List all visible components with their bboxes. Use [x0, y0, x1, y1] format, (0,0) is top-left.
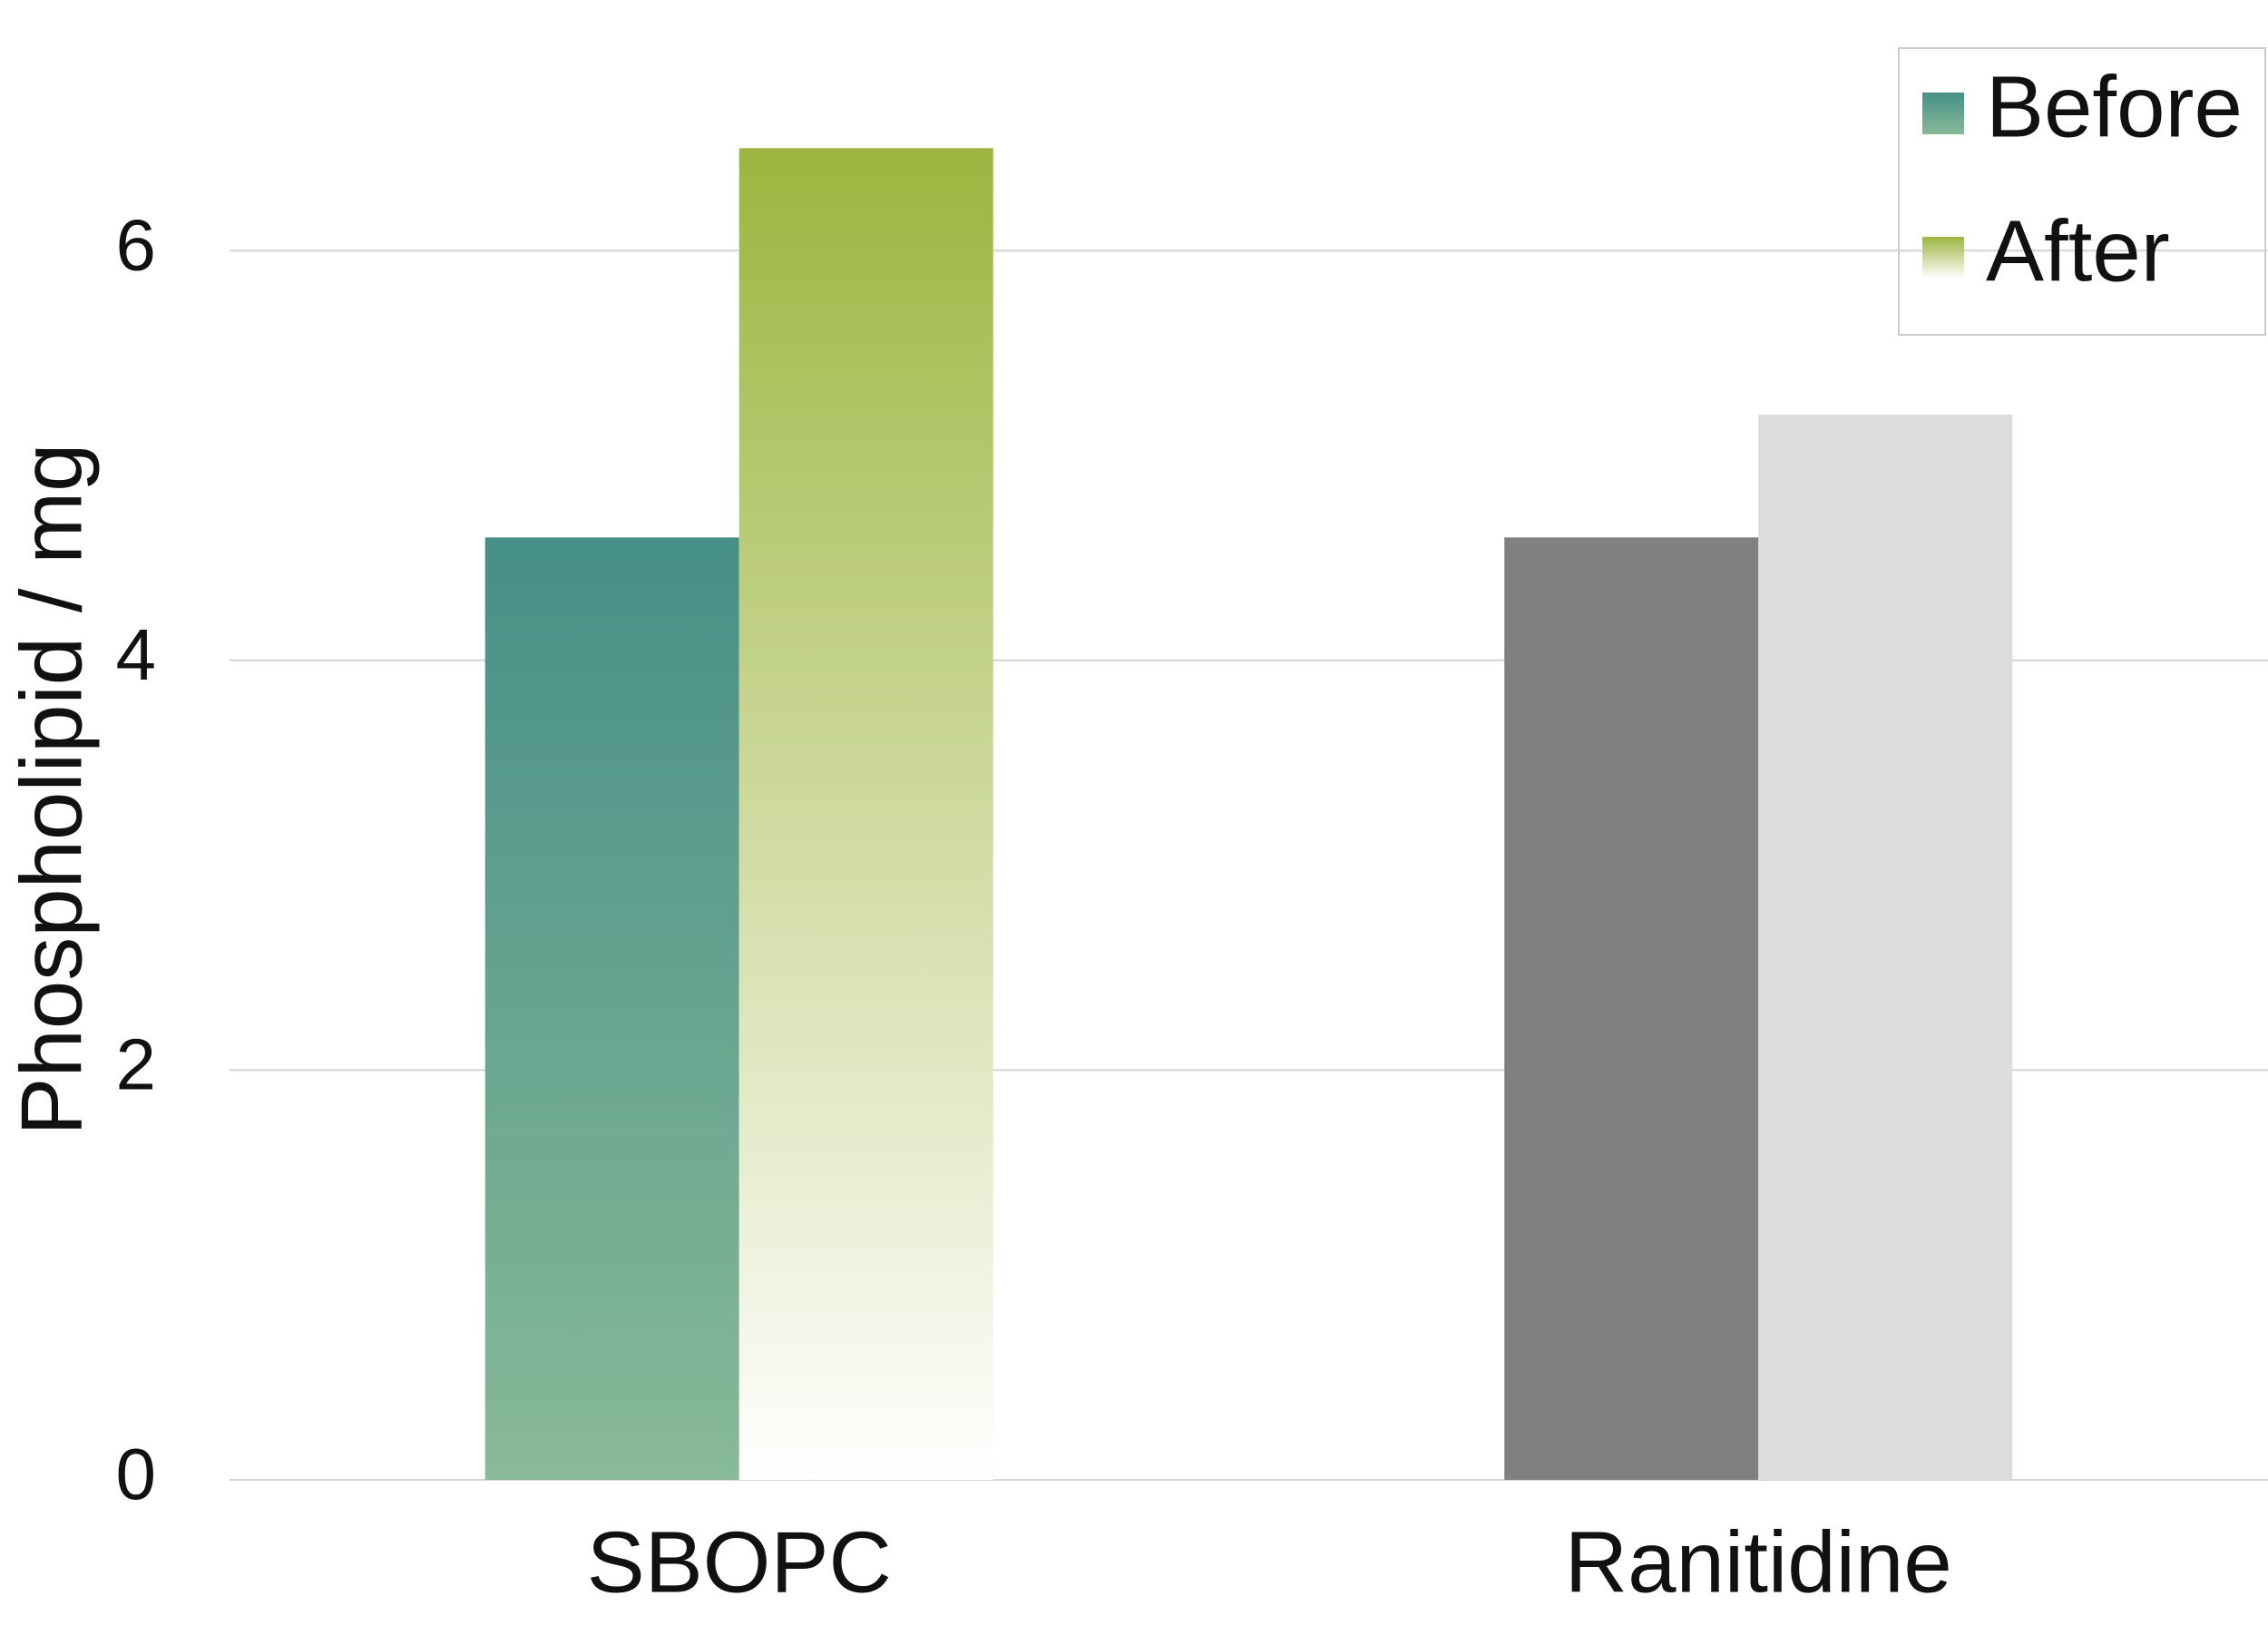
- legend-swatch: [1922, 93, 1964, 134]
- y-tick-label: 2: [116, 1024, 157, 1105]
- x-tick-label: SBOPC: [587, 1513, 892, 1611]
- y-tick-label: 0: [116, 1434, 157, 1514]
- y-tick-label: 6: [116, 204, 157, 285]
- legend-label: After: [1986, 202, 2170, 299]
- legend-swatch: [1922, 237, 1964, 279]
- y-tick-label: 4: [116, 614, 157, 695]
- bar: [1504, 537, 1759, 1480]
- y-axis-title: Phospholipid / mg: [3, 443, 100, 1135]
- bar: [738, 148, 993, 1480]
- x-tick-label: Ranitidine: [1565, 1513, 1952, 1611]
- legend-label: Before: [1986, 58, 2243, 155]
- bar: [1758, 414, 2013, 1481]
- bar: [484, 537, 739, 1480]
